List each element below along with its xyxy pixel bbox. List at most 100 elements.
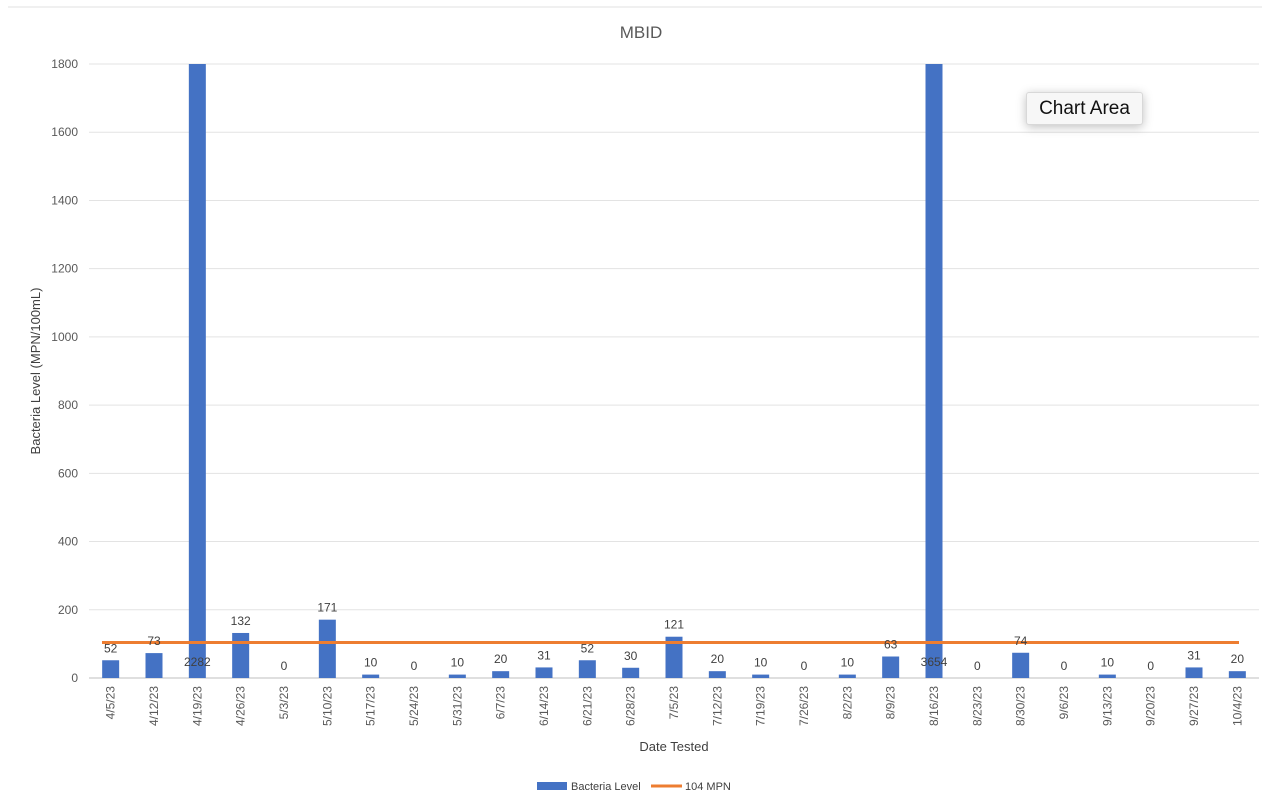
data-label: 20	[494, 652, 508, 666]
x-tick-label: 4/26/23	[234, 686, 248, 726]
data-label: 121	[664, 618, 684, 632]
bar[interactable]	[578, 660, 596, 678]
chart-title: MBID	[620, 23, 663, 42]
bar[interactable]	[232, 632, 250, 678]
data-label: 10	[364, 656, 378, 670]
x-tick-label: 5/3/23	[277, 686, 291, 720]
x-tick-label: 4/5/23	[104, 686, 118, 720]
x-tick-label: 6/7/23	[494, 686, 508, 720]
bar[interactable]	[752, 674, 770, 678]
x-tick-label: 6/28/23	[624, 686, 638, 726]
x-tick-label: 5/10/23	[320, 686, 334, 726]
x-tick-label: 9/27/23	[1187, 686, 1201, 726]
data-label: 10	[451, 656, 465, 670]
x-tick-label: 5/17/23	[364, 686, 378, 726]
legend-swatch-bars	[537, 782, 567, 790]
y-tick-label: 1000	[51, 330, 78, 344]
x-tick-label: 5/24/23	[407, 686, 421, 726]
x-tick-label: 6/21/23	[580, 686, 594, 726]
data-label: 20	[711, 652, 725, 666]
y-tick-label: 400	[58, 535, 78, 549]
data-label: 10	[754, 656, 768, 670]
data-label: 52	[581, 641, 595, 655]
bars	[102, 64, 1246, 678]
data-label: 10	[1101, 656, 1115, 670]
y-tick-label: 200	[58, 603, 78, 617]
x-tick-label: 5/31/23	[450, 686, 464, 726]
legend-label-line: 104 MPN	[685, 781, 731, 793]
x-tick-label: 8/9/23	[884, 686, 898, 720]
x-tick-label: 7/12/23	[710, 686, 724, 726]
x-axis-title: Date Tested	[639, 739, 708, 754]
x-tick-label: 9/20/23	[1144, 686, 1158, 726]
bar[interactable]	[145, 653, 163, 678]
y-tick-label: 800	[58, 398, 78, 412]
x-tick-label: 6/14/23	[537, 686, 551, 726]
data-label: 52	[104, 641, 118, 655]
data-label: 73	[147, 634, 161, 648]
bar[interactable]	[708, 671, 726, 678]
bar[interactable]	[665, 636, 683, 678]
y-tick-label: 1200	[51, 262, 78, 276]
bar[interactable]	[535, 667, 553, 678]
x-tick-label: 8/2/23	[840, 686, 854, 720]
x-tick-label: 9/6/23	[1057, 686, 1071, 720]
data-label: 10	[841, 656, 855, 670]
x-tick-label: 7/19/23	[754, 686, 768, 726]
y-axis-title: Bacteria Level (MPN/100mL)	[28, 288, 43, 455]
x-tick-label: 9/13/23	[1100, 686, 1114, 726]
data-label: 0	[281, 659, 288, 673]
bar[interactable]	[882, 656, 900, 678]
data-label: 0	[411, 659, 418, 673]
x-tick-label: 4/12/23	[147, 686, 161, 726]
bar[interactable]	[838, 674, 856, 678]
data-label: 3654	[921, 655, 948, 669]
chart-area-tooltip: Chart Area	[1026, 92, 1143, 125]
data-labels: 52 73 2282 132 0 171 10 0 10 20 31 52 30 121 20 10 0 10 63…	[104, 601, 1244, 673]
x-tick-label: 7/5/23	[667, 686, 681, 720]
data-label: 20	[1231, 652, 1245, 666]
bar[interactable]	[188, 64, 206, 678]
x-tick-label: 8/16/23	[927, 686, 941, 726]
bar[interactable]	[318, 619, 336, 678]
legend-label-bars: Bacteria Level	[571, 781, 641, 793]
x-tick-label: 7/26/23	[797, 686, 811, 726]
y-tick-label: 1400	[51, 193, 78, 207]
bar[interactable]	[448, 674, 466, 678]
data-label: 132	[231, 614, 251, 628]
data-label: 0	[974, 659, 981, 673]
y-tick-label: 0	[71, 671, 78, 685]
x-tick-label: 4/19/23	[190, 686, 204, 726]
y-tick-label: 1600	[51, 125, 78, 139]
legend[interactable]: Bacteria Level 104 MPN	[537, 781, 731, 793]
bar[interactable]	[1185, 667, 1203, 678]
x-tick-label: 10/4/23	[1230, 686, 1244, 726]
bar[interactable]	[622, 667, 640, 678]
bar[interactable]	[492, 671, 510, 678]
data-label: 30	[624, 649, 638, 663]
x-tick-label: 8/30/23	[1014, 686, 1028, 726]
bar[interactable]	[1012, 652, 1030, 678]
data-label: 74	[1014, 634, 1028, 648]
x-tick-label: 8/23/23	[970, 686, 984, 726]
y-tick-label: 600	[58, 466, 78, 480]
y-tick-label: 1800	[51, 57, 78, 71]
bar[interactable]	[925, 64, 943, 678]
data-label: 0	[1061, 659, 1068, 673]
x-axis-ticks: 4/5/23 4/12/23 4/19/23 4/26/23 5/3/23 5/10/23…	[104, 686, 1245, 726]
bar[interactable]	[1098, 674, 1116, 678]
data-label: 63	[884, 638, 898, 652]
bar[interactable]	[102, 660, 120, 678]
y-axis-ticks: 0 200 400 600 800 1000 1200 1400 1600 1800	[51, 57, 78, 685]
data-label: 0	[801, 659, 808, 673]
data-label: 2282	[184, 655, 211, 669]
gridlines	[89, 63, 1259, 679]
data-label: 0	[1147, 659, 1154, 673]
data-label: 31	[1187, 648, 1201, 662]
bar[interactable]	[362, 674, 380, 678]
bar[interactable]	[1228, 671, 1246, 678]
data-label: 31	[537, 648, 551, 662]
data-label: 171	[317, 601, 337, 615]
